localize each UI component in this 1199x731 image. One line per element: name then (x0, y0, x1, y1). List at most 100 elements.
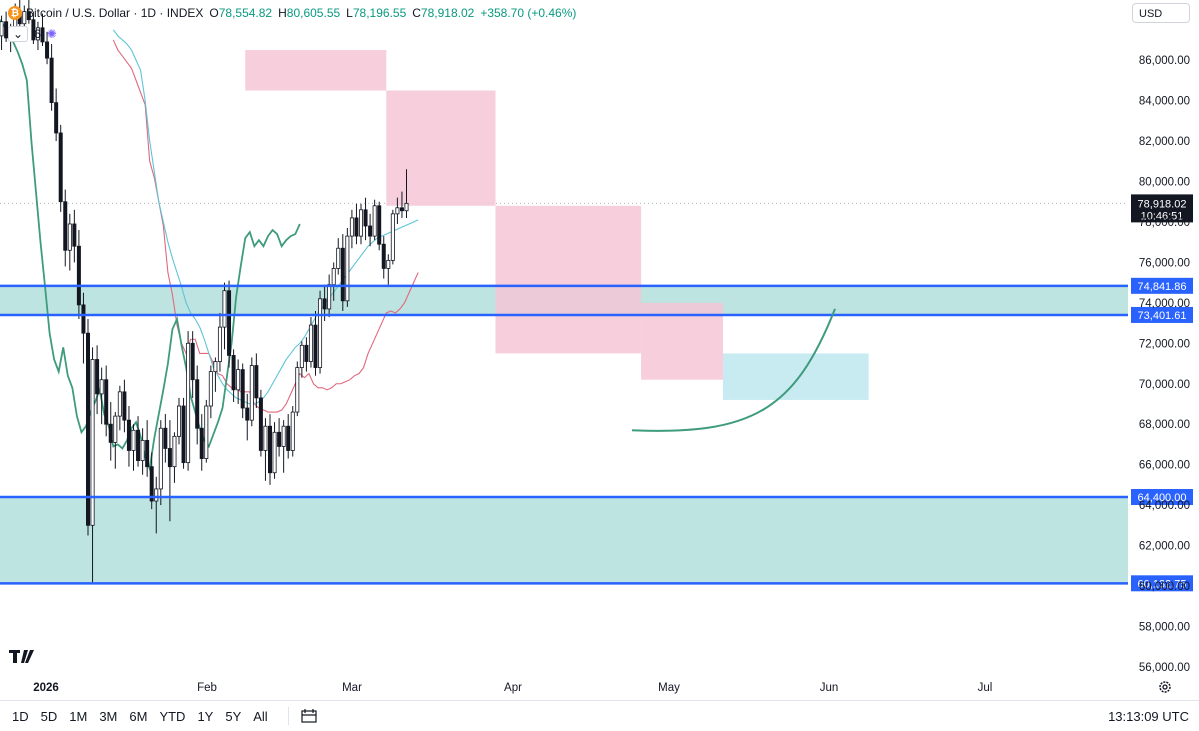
candle-body (145, 439, 150, 468)
high-key: H (278, 6, 287, 20)
range-5d-button[interactable]: 5D (40, 708, 58, 724)
low-key: L (346, 6, 353, 20)
candle-body (117, 391, 122, 417)
range-all-button[interactable]: All (253, 708, 268, 724)
currency-select[interactable]: USD (1132, 3, 1190, 23)
candle (67, 213, 72, 271)
open-key: O (209, 6, 219, 20)
y-tick-label: 64,000.00 (1139, 500, 1190, 512)
candle-body (227, 290, 232, 356)
range-1y-button[interactable]: 1Y (197, 708, 214, 724)
candle-body (154, 488, 159, 502)
utc-clock[interactable]: 13:13:09 UTC (1108, 708, 1189, 724)
candle (231, 349, 236, 402)
candle-body (318, 298, 323, 368)
range-1m-button[interactable]: 1M (69, 708, 88, 724)
candle (208, 365, 213, 419)
candle (131, 424, 136, 471)
date-range-calendar-icon[interactable] (287, 707, 319, 725)
candle (227, 280, 232, 368)
candle-body (390, 213, 395, 261)
candle (318, 290, 323, 374)
low-value: 78,196.55 (352, 6, 407, 20)
candle-body (313, 324, 318, 368)
level-price-label: 74,841.86 (1138, 281, 1187, 293)
candle-body (222, 290, 227, 328)
candle-body (199, 427, 204, 459)
collapse-chevron-icon[interactable]: ⌄ (8, 26, 29, 42)
y-tick-label: 80,000.00 (1139, 177, 1190, 189)
y-tick-label: 58,000.00 (1139, 621, 1190, 633)
candle-body (108, 423, 113, 443)
symbol-legend: ₿ Bitcoin / U.S. Dollar · 1D · INDEX O 78… (8, 4, 576, 22)
zone-band-1 (0, 497, 1128, 584)
candle-body (254, 365, 259, 399)
candle (281, 420, 286, 473)
x-tick-label: Jun (820, 682, 839, 694)
range-5y-button[interactable]: 5Y (225, 708, 242, 724)
price-chart[interactable]: 74,841.86 73,401.61 64,400.00 60,132.75 78,9… (0, 0, 1199, 700)
last-price-badge (1131, 194, 1193, 223)
x-tick-label: Feb (197, 682, 217, 694)
candle-body (72, 223, 77, 247)
candle (0, 15, 4, 51)
level-price-badge (1131, 306, 1193, 323)
candle-body (176, 405, 181, 437)
candle (213, 357, 218, 392)
bitcoin-logo-icon: ₿ (8, 6, 22, 20)
candle-body (190, 342, 195, 381)
candle-body (186, 342, 191, 464)
y-tick-label: 72,000.00 (1139, 338, 1190, 350)
candle (217, 312, 222, 372)
candle (377, 201, 382, 251)
indicators-toggle[interactable]: ⌄ 6 ✺ (8, 26, 57, 42)
range-1d-button[interactable]: 1D (12, 708, 29, 724)
candle-body (26, 11, 31, 21)
candle-body (245, 407, 250, 421)
candle (349, 209, 354, 249)
tradingview-logo-icon (8, 648, 38, 669)
candle-body (204, 405, 209, 459)
candle (313, 310, 318, 376)
indicator-count: 6 (34, 27, 41, 41)
time-axis: 2026 Feb Mar Apr May Jun Jul (33, 682, 992, 694)
candle-body (149, 466, 154, 502)
candle (263, 418, 268, 481)
candle (163, 414, 168, 463)
candle (386, 254, 391, 285)
candle-body (236, 369, 241, 391)
candle (145, 420, 150, 477)
y-tick-label: 66,000.00 (1139, 460, 1190, 472)
settings-gear-icon[interactable] (1158, 680, 1172, 699)
candle-body (95, 359, 100, 395)
candle-body (167, 448, 172, 468)
candle-body (395, 207, 400, 215)
candle (81, 292, 86, 364)
countdown-label: 10:46:51 (1141, 210, 1184, 222)
x-tick-label: 2026 (33, 682, 59, 694)
candle-body (49, 57, 54, 104)
candle-body (81, 304, 86, 334)
y-tick-label: 82,000.00 (1139, 136, 1190, 148)
range-6m-button[interactable]: 6M (129, 708, 148, 724)
candle-body (104, 379, 109, 425)
y-tick-label: 60,000.00 (1139, 581, 1190, 593)
candle (204, 399, 209, 463)
x-tick-label: Mar (342, 682, 362, 694)
conversion-line (112, 29, 419, 405)
x-tick-label: Apr (504, 682, 522, 694)
symbol-title[interactable]: Bitcoin / U.S. Dollar · 1D · INDEX (26, 6, 204, 20)
candle-body (31, 19, 36, 41)
base-line (112, 39, 419, 413)
candle (308, 317, 313, 368)
range-ytd-button[interactable]: YTD (159, 708, 186, 724)
candle-body (40, 27, 45, 43)
candle (108, 401, 113, 461)
candle (272, 422, 277, 479)
candle (90, 347, 95, 584)
y-tick-label: 62,000.00 (1139, 541, 1190, 553)
candle (113, 412, 118, 469)
range-3m-button[interactable]: 3M (99, 708, 118, 724)
ichimoku-cloud (245, 50, 869, 400)
candle (86, 319, 91, 536)
